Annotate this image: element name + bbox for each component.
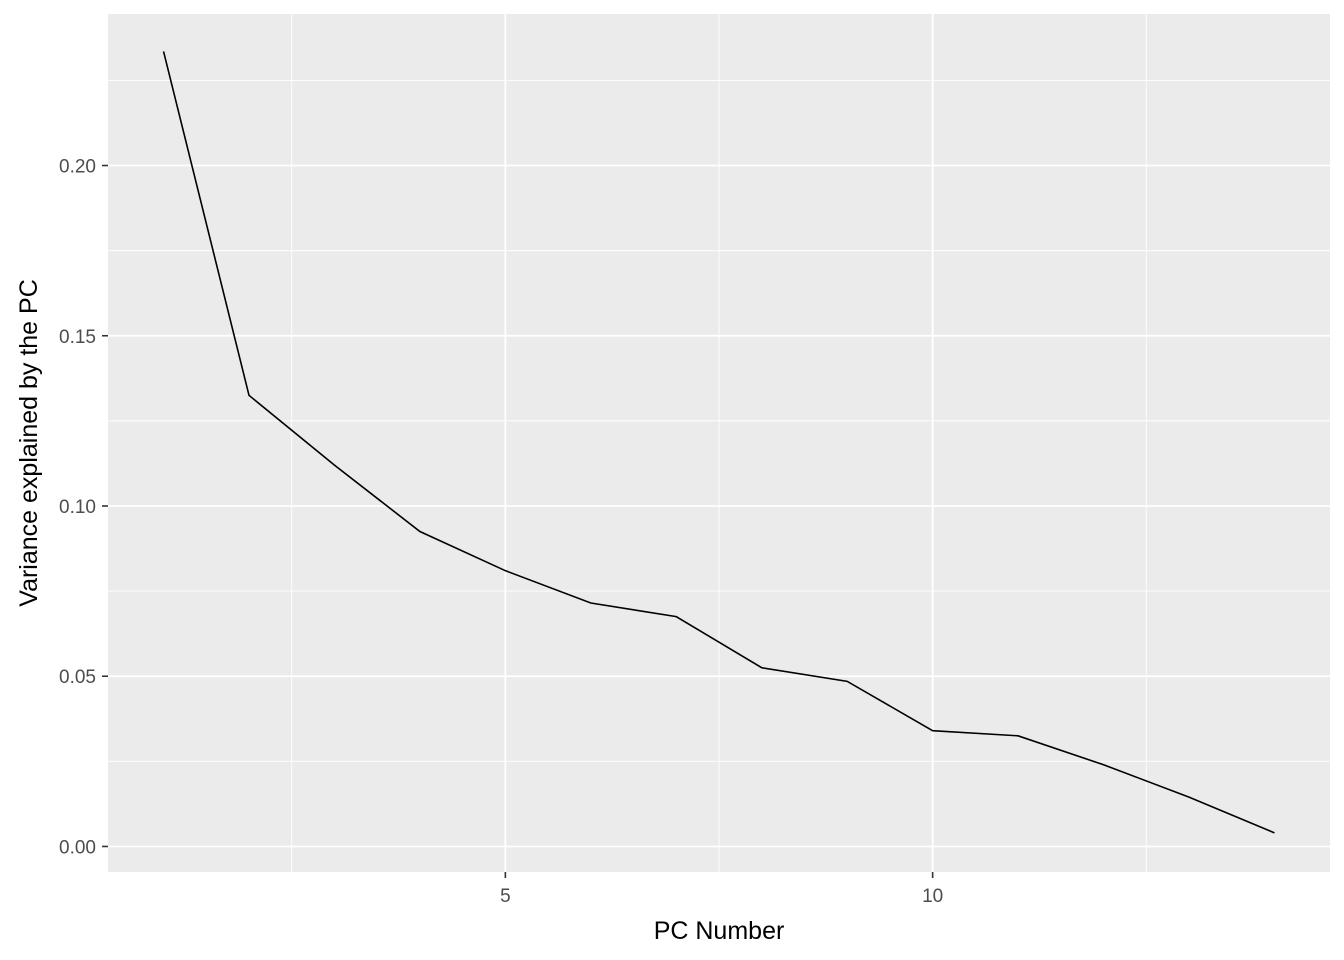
minor-grid (108, 14, 1330, 872)
y-tick-label: 0.20 (59, 157, 96, 178)
x-tick-label: 5 (500, 886, 511, 907)
y-axis: 0.00 0.05 0.10 0.15 0.20 (59, 157, 108, 858)
variance-line (162, 51, 1275, 834)
y-tick-label: 0.15 (59, 327, 96, 348)
y-tick-label: 0.00 (59, 837, 96, 858)
x-tick-label: 10 (922, 886, 943, 907)
major-grid (108, 14, 1330, 872)
y-axis-title: Variance explained by the PC (15, 279, 43, 607)
x-axis: 5 10 (500, 872, 943, 907)
x-axis-title: PC Number (654, 917, 785, 945)
y-tick-label: 0.10 (59, 497, 96, 518)
y-tick-label: 0.05 (59, 667, 96, 688)
